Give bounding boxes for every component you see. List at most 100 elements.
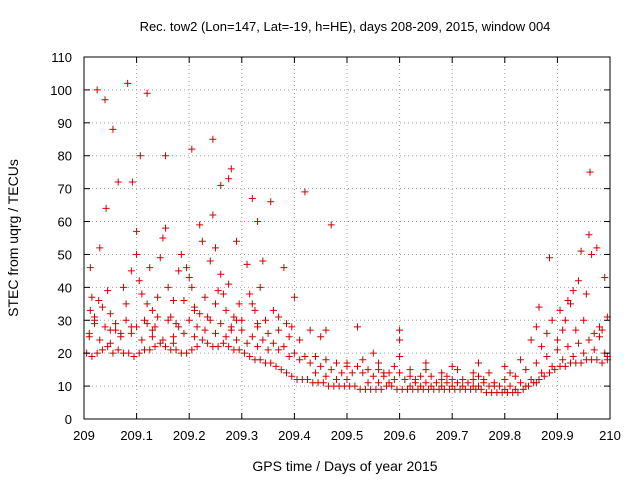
data-point [243, 260, 251, 268]
data-point [251, 306, 259, 314]
data-point [112, 320, 120, 328]
data-point [227, 323, 235, 331]
data-point [598, 326, 606, 334]
data-point [427, 382, 435, 390]
data-point [248, 195, 256, 203]
data-point [206, 257, 214, 265]
data-point [527, 336, 535, 344]
data-point [259, 257, 267, 265]
x-tick-label: 209.7 [436, 428, 469, 443]
data-point [522, 382, 530, 390]
y-tick-label: 70 [58, 182, 72, 197]
data-point [148, 333, 156, 341]
data-point [119, 283, 127, 291]
data-point [475, 372, 482, 380]
data-point [128, 178, 136, 186]
data-point [588, 250, 596, 258]
data-point [501, 385, 509, 393]
data-point [151, 323, 159, 331]
data-point [233, 336, 241, 344]
data-point [453, 366, 461, 374]
data-point [290, 349, 298, 357]
data-point [532, 379, 540, 387]
data-point [593, 244, 601, 252]
data-point [559, 356, 567, 364]
x-axis-label: GPS time / Days of year 2015 [252, 458, 437, 474]
data-point [164, 283, 172, 291]
data-point [301, 188, 309, 196]
data-point [261, 316, 269, 324]
x-tick-label: 209.2 [173, 428, 206, 443]
data-point [574, 277, 582, 285]
data-point [351, 382, 359, 390]
data-point [96, 244, 104, 252]
data-point [169, 297, 177, 305]
data-point [136, 152, 144, 160]
data-point [156, 254, 164, 262]
data-point [235, 300, 243, 308]
data-point [188, 145, 196, 153]
data-point [135, 277, 143, 285]
data-point [162, 224, 170, 232]
data-point [259, 336, 267, 344]
data-point [86, 264, 94, 272]
data-point [327, 221, 335, 229]
data-point [188, 283, 196, 291]
data-point [283, 320, 291, 328]
data-point [427, 372, 435, 380]
data-point [256, 356, 264, 364]
data-point [375, 379, 383, 387]
data-point [354, 323, 362, 331]
data-point [511, 372, 519, 380]
data-point [390, 362, 398, 370]
data-point [209, 135, 217, 143]
data-point [296, 356, 304, 364]
data-point [280, 343, 288, 351]
data-point [285, 352, 293, 360]
data-point [172, 346, 180, 354]
data-point [601, 273, 609, 281]
data-point [438, 382, 446, 390]
data-point [317, 362, 325, 370]
data-point [180, 297, 188, 305]
data-point [222, 306, 230, 314]
data-point [598, 359, 606, 367]
data-point [511, 385, 519, 393]
data-point [586, 168, 594, 176]
data-point [561, 316, 569, 324]
data-point [169, 339, 177, 347]
data-point [201, 326, 209, 334]
data-point [101, 323, 109, 331]
y-tick-label: 100 [50, 83, 72, 98]
data-point [396, 352, 404, 360]
x-tick-label: 209.5 [331, 428, 364, 443]
data-point [448, 382, 456, 390]
data-point [212, 244, 219, 252]
data-point [86, 306, 94, 314]
data-point [117, 333, 125, 341]
data-point [227, 165, 235, 173]
x-tick-label: 209.8 [489, 428, 522, 443]
data-point [332, 359, 340, 367]
data-point [95, 297, 103, 305]
data-point [464, 379, 472, 387]
data-point [417, 382, 425, 390]
data-point [501, 376, 509, 384]
data-point [301, 352, 309, 360]
data-point [532, 323, 540, 331]
data-point [548, 316, 556, 324]
data-point [280, 264, 288, 272]
data-point [364, 379, 372, 387]
data-point [422, 366, 430, 374]
data-point [180, 329, 188, 337]
data-point [88, 352, 96, 360]
data-point [222, 333, 230, 341]
data-point [125, 349, 133, 357]
data-point [317, 333, 325, 341]
data-point [264, 329, 272, 337]
data-point [480, 379, 488, 387]
y-tick-label: 80 [58, 149, 72, 164]
data-point [212, 300, 219, 308]
data-point [233, 316, 241, 324]
